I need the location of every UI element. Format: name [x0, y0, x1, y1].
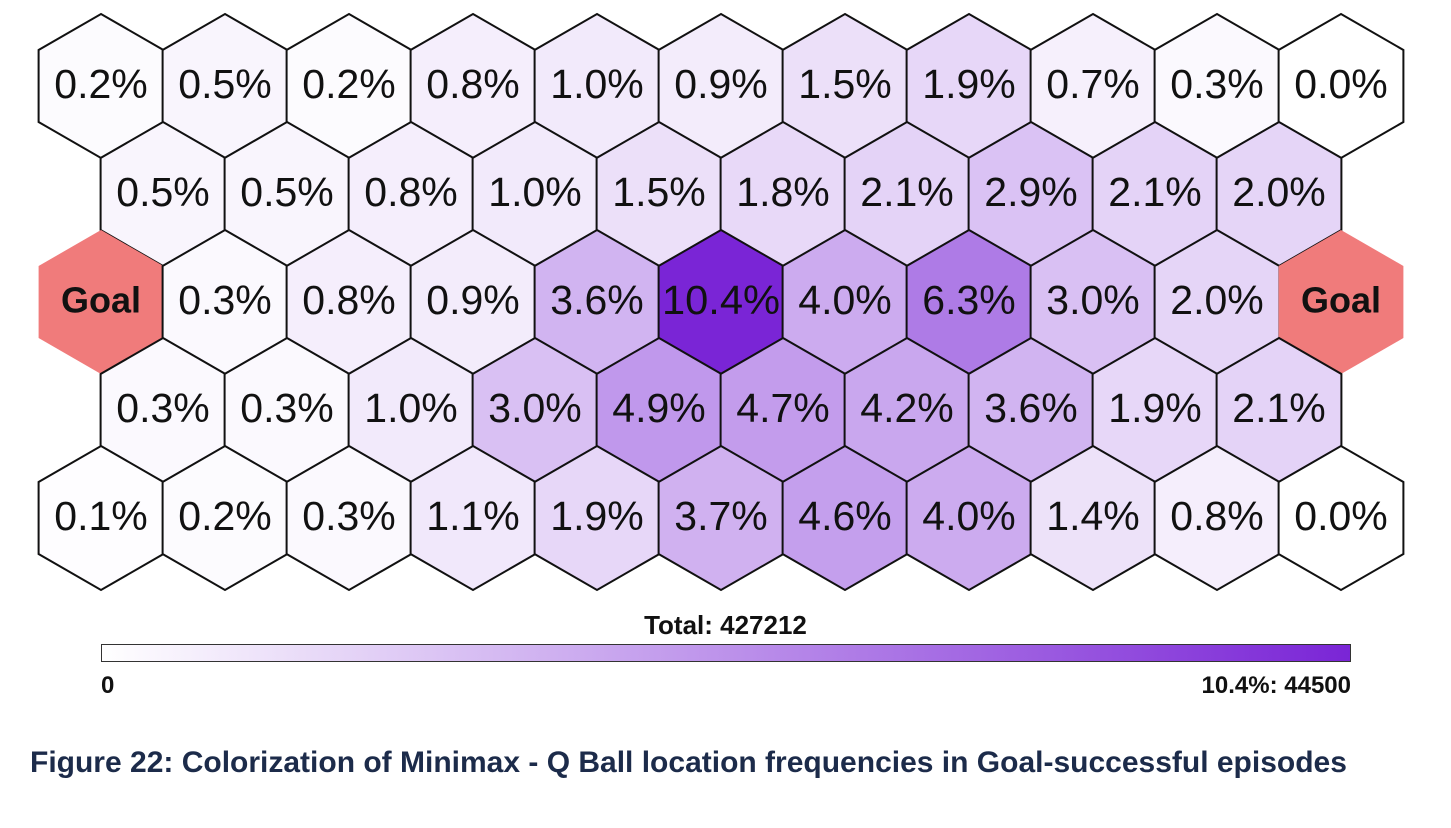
cell-value-label: 0.8%	[426, 61, 519, 107]
cell-value-label: 3.6%	[984, 385, 1077, 431]
cell-value-label: 2.0%	[1170, 277, 1263, 323]
cell-value-label: 0.7%	[1046, 61, 1139, 107]
cell-value-label: 4.0%	[922, 493, 1015, 539]
cell-value-label: 0.3%	[178, 277, 271, 323]
cell-value-label: 0.3%	[1170, 61, 1263, 107]
cell-value-label: 0.2%	[54, 61, 147, 107]
cell-value-label: 2.0%	[1232, 169, 1325, 215]
cell-value-label: 1.1%	[426, 493, 519, 539]
cell-value-label: 0.9%	[426, 277, 519, 323]
cell-value-label: 1.5%	[612, 169, 705, 215]
cell-value-label: 2.1%	[860, 169, 953, 215]
cell-value-label: 0.0%	[1294, 493, 1387, 539]
cell-value-label: 0.5%	[116, 169, 209, 215]
cell-value-label: 1.5%	[798, 61, 891, 107]
cell-value-label: 0.2%	[302, 61, 395, 107]
cell-value-label: 2.1%	[1108, 169, 1201, 215]
cell-value-label: 1.9%	[550, 493, 643, 539]
goal-label: Goal	[1301, 280, 1381, 321]
figure-caption: Figure 22: Colorization of Minimax - Q B…	[30, 746, 1347, 779]
cell-value-label: 1.9%	[922, 61, 1015, 107]
cell-value-label: 3.0%	[488, 385, 581, 431]
cell-value-label: 1.0%	[488, 169, 581, 215]
cell-value-label: 1.0%	[364, 385, 457, 431]
cell-value-label: 1.0%	[550, 61, 643, 107]
total-label: Total: 427212	[644, 610, 807, 640]
cell-value-label: 1.4%	[1046, 493, 1139, 539]
colorbar-min-label: 0	[101, 672, 115, 699]
cell-value-label: 4.9%	[612, 385, 705, 431]
cell-value-label: 10.4%	[662, 277, 780, 323]
cell-value-label: 4.0%	[798, 277, 891, 323]
cell-value-label: 6.3%	[922, 277, 1015, 323]
cell-value-label: 0.9%	[674, 61, 767, 107]
goal-hex	[1278, 230, 1404, 374]
goal-hex	[38, 230, 164, 374]
cell-value-label: 2.1%	[1232, 385, 1325, 431]
cell-value-label: 0.1%	[54, 493, 147, 539]
cell-value-label: 0.8%	[302, 277, 395, 323]
cell-value-label: 2.9%	[984, 169, 1077, 215]
cell-value-label: 4.2%	[860, 385, 953, 431]
hex-cell	[1277, 444, 1405, 592]
cell-value-label: 0.3%	[240, 385, 333, 431]
cell-value-label: 0.0%	[1294, 61, 1387, 107]
cell-value-label: 0.3%	[116, 385, 209, 431]
colorbar	[101, 644, 1351, 662]
cell-value-label: 0.3%	[302, 493, 395, 539]
cell-value-label: 3.0%	[1046, 277, 1139, 323]
cell-value-label: 0.8%	[364, 169, 457, 215]
cell-value-label: 1.9%	[1108, 385, 1201, 431]
cell-value-label: 0.5%	[178, 61, 271, 107]
cell-value-label: 0.5%	[240, 169, 333, 215]
cell-value-label: 3.7%	[674, 493, 767, 539]
cell-value-label: 0.2%	[178, 493, 271, 539]
cell-value-label: 4.6%	[798, 493, 891, 539]
cell-value-label: 3.6%	[550, 277, 643, 323]
cell-value-label: 4.7%	[736, 385, 829, 431]
cell-value-label: 0.8%	[1170, 493, 1263, 539]
colorbar-max-label: 10.4%: 44500	[1201, 672, 1351, 699]
goal-label: Goal	[61, 280, 141, 321]
cell-value-label: 1.8%	[736, 169, 829, 215]
hex-heatmap: 0.2% 0.5% 0.2% 0.8% 1.0% 0.9% 1.5% 1.9% 0.7% 0.3%…	[37, 12, 1405, 592]
